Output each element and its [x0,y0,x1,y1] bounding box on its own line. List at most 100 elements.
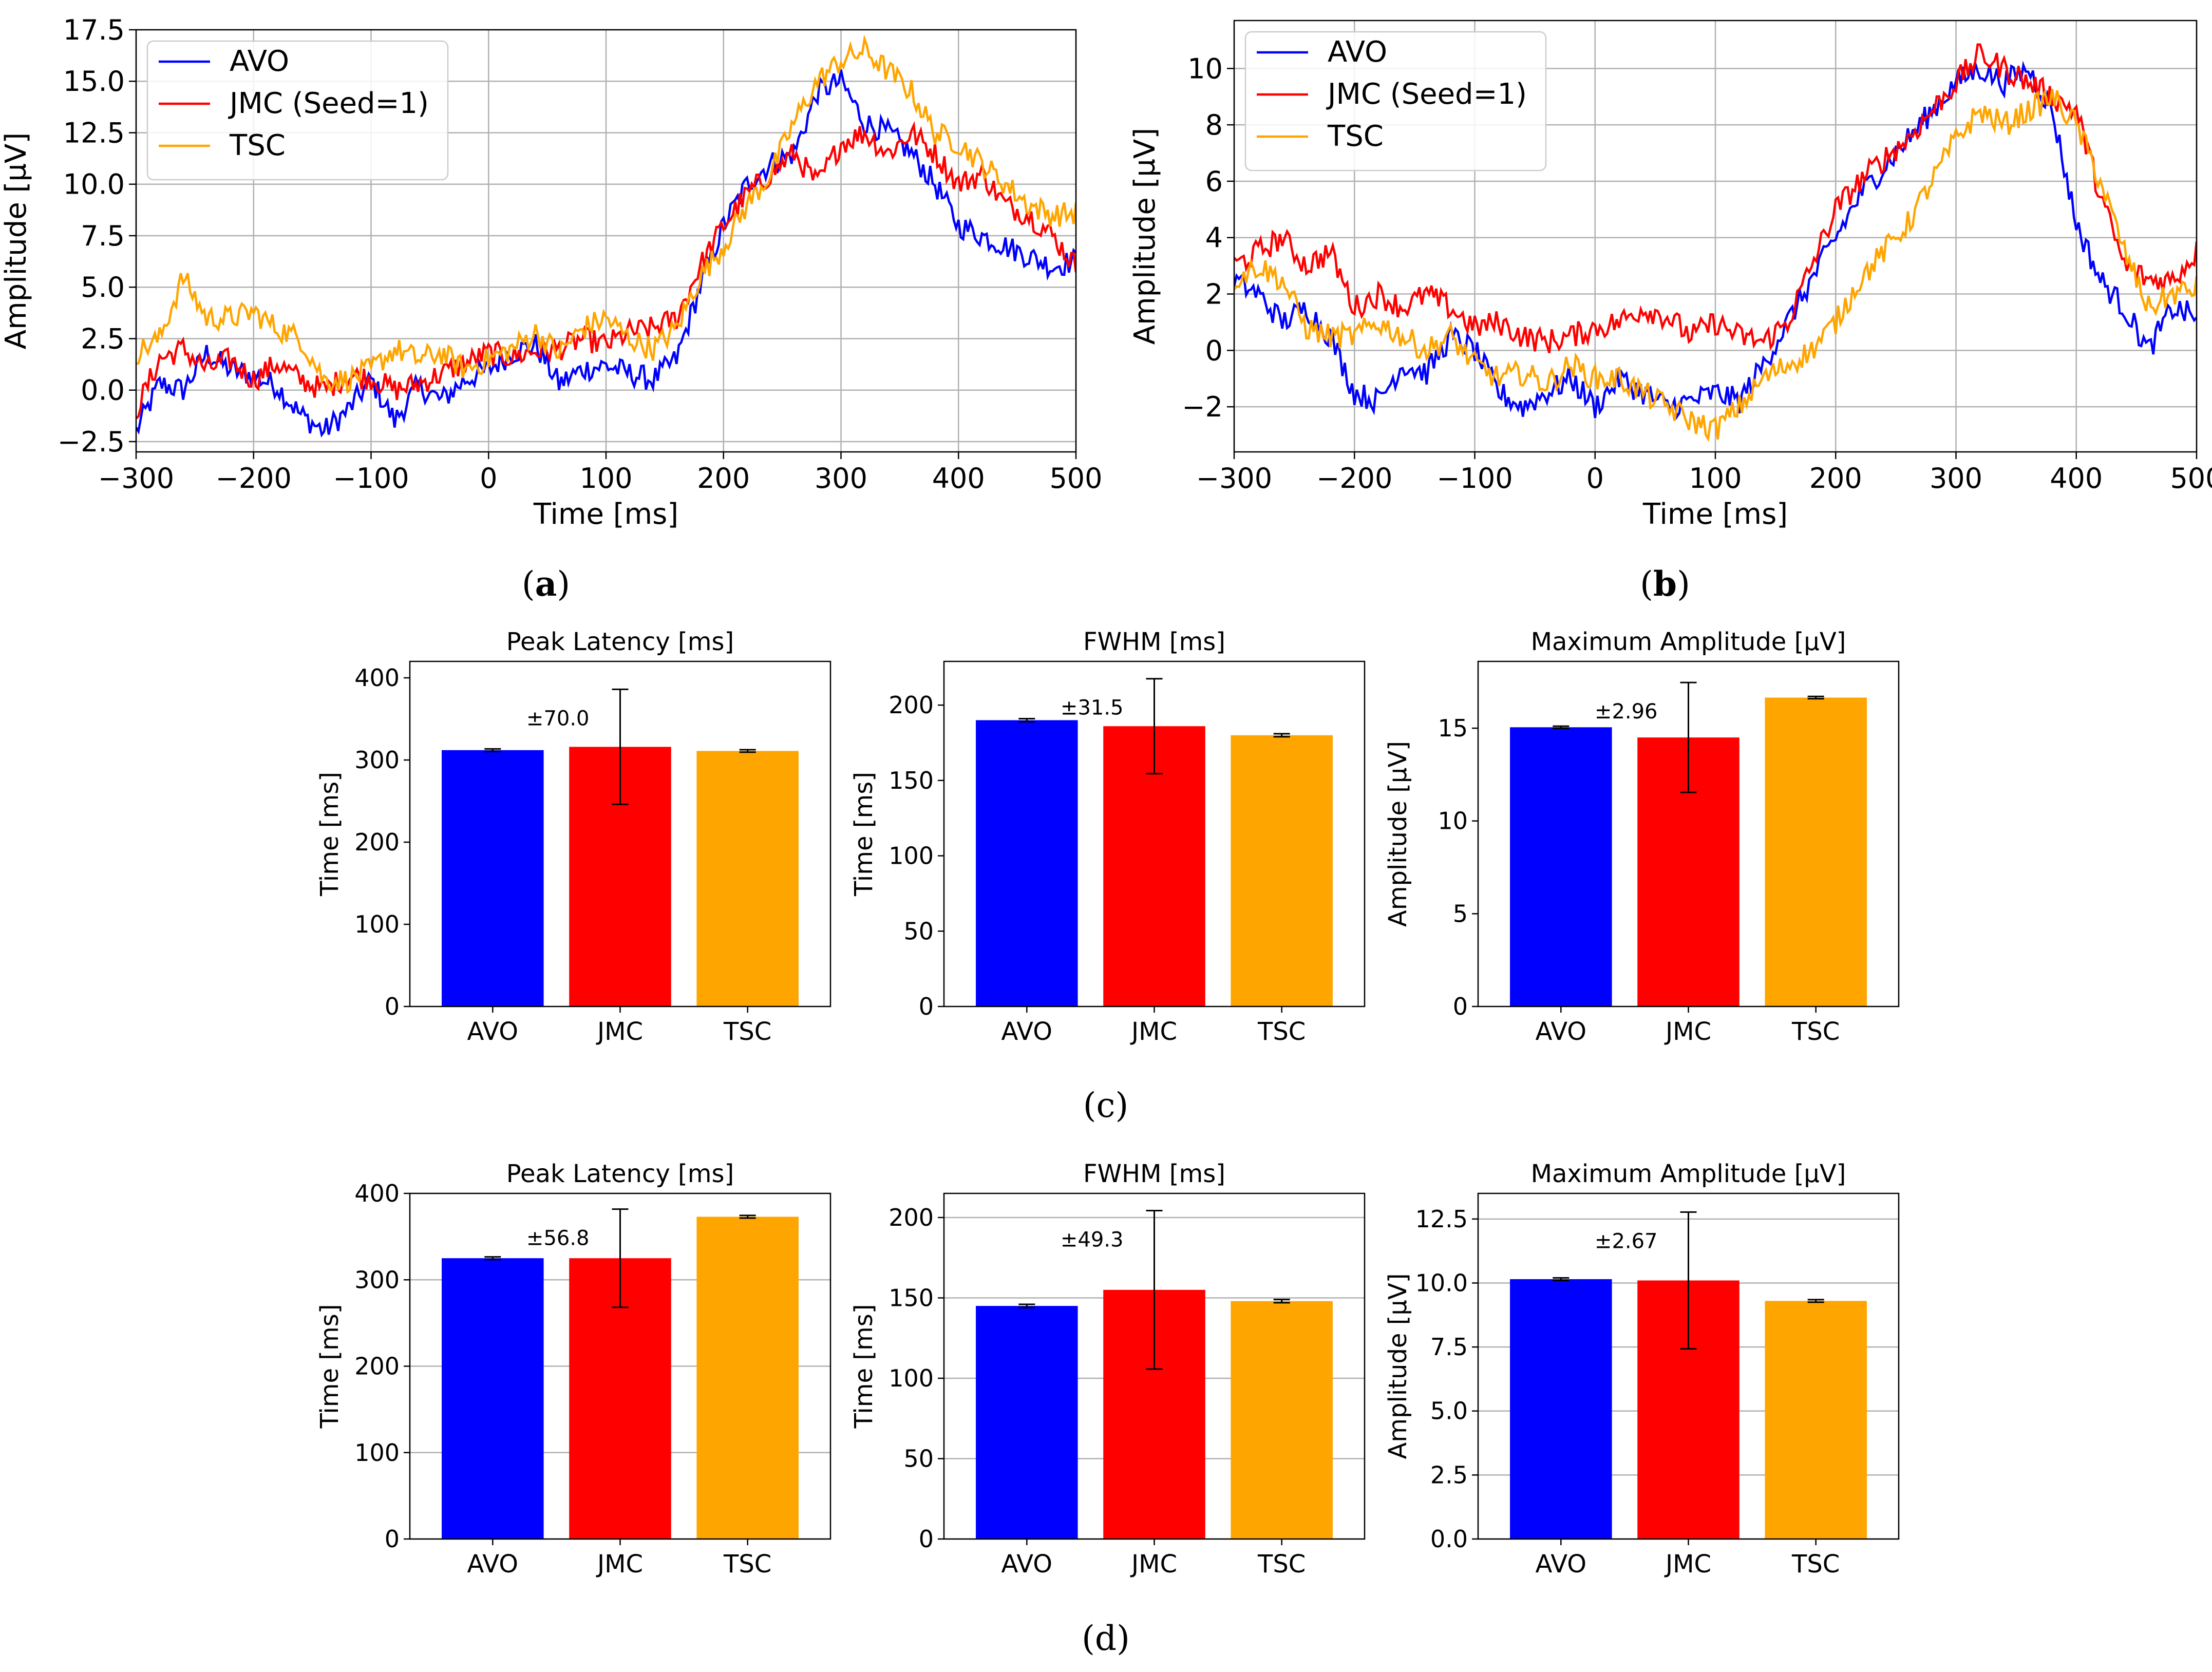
charts-layer: −300 −200 −100 0 100 200 300 400 500−2.50.02.55.… [0,14,2212,1579]
x-tick-label: AVO [1536,1017,1587,1046]
bar-avo [442,1258,544,1539]
y-tick-label: 2.5 [81,322,125,355]
x-tick-label: −300 [1196,462,1272,495]
x-tick-label: TSC [1257,1017,1306,1046]
y-tick-label: 300 [354,746,400,774]
plot-frame [409,660,831,1008]
error-label: ±2.67 [1595,1229,1658,1253]
x-tick-label: 500 [1049,462,1102,495]
x-tick-label: TSC [723,1550,771,1579]
chart-title: FWHM [ms] [1083,628,1225,656]
y-tick-label: 17.5 [63,14,125,46]
y-tick-label: 400 [354,1180,400,1207]
bar-avo [976,720,1078,1006]
y-tick-label: 100 [354,1439,400,1467]
chart-title: Peak Latency [ms] [506,1160,734,1188]
bar-avo [976,1306,1078,1539]
error-label: ±70.0 [526,707,590,730]
y-tick-label: 10.0 [63,168,125,201]
x-tick-label: 200 [697,462,750,495]
y-axis-label: Amplitude [µV] [1384,1273,1412,1459]
x-tick-label: TSC [723,1017,771,1046]
bar-avo [1510,1279,1612,1539]
y-tick-label: 100 [888,1364,934,1392]
y-tick-label: 4 [1205,222,1223,254]
x-tick-label: 100 [579,462,632,495]
y-tick-label: 0.0 [1430,1525,1468,1553]
y-tick-label: 5.0 [81,271,125,303]
series-line-jmc [136,121,1076,420]
y-tick-label: 200 [354,828,400,856]
caption-a: (a) [522,564,570,604]
y-axis-label: Amplitude [µV] [1384,741,1412,927]
y-tick-label: 5.0 [1430,1397,1468,1425]
y-tick-label: 100 [888,842,934,870]
x-tick-label: −200 [1316,462,1392,495]
x-tick-label: −300 [98,462,174,495]
series-line-tsc [1234,89,2197,442]
bar-tsc [1765,697,1867,1006]
y-tick-label: −2.5 [58,426,125,458]
legend-label: AVO [230,45,289,78]
plot-frame [409,1192,831,1540]
y-tick-label: 10 [1438,807,1468,835]
x-tick-label: 0 [480,462,497,495]
error-label: ±49.3 [1061,1228,1124,1251]
y-tick-label: 200 [888,691,934,719]
series-line-jmc [1234,43,2197,354]
x-tick-label: −100 [333,462,409,495]
y-tick-label: 2 [1205,278,1223,311]
legend-label: AVO [1328,35,1387,69]
bar-avo [1510,727,1612,1006]
x-tick-label: −200 [216,462,292,495]
y-tick-label: 10 [1187,52,1223,85]
y-tick-label: 7.5 [81,220,125,252]
x-tick-label: 200 [1809,462,1862,495]
y-tick-label: 300 [354,1266,400,1294]
bar-tsc [696,1217,799,1539]
y-tick-label: 0 [385,1525,400,1553]
x-axis-label: Time [ms] [1642,498,1788,531]
x-tick-label: 500 [2170,462,2212,495]
x-tick-label: 400 [932,462,985,495]
y-axis-label: Time [ms] [315,1304,344,1429]
y-axis-label: Time [ms] [849,1304,878,1429]
y-tick-label: 150 [888,1284,934,1312]
x-tick-label: 0 [1586,462,1604,495]
x-tick-label: AVO [467,1017,519,1046]
x-tick-label: 100 [1689,462,1742,495]
bar-chart-c: 0 5 10 15 AVO JMC ±2.96 TSC Maximum Amplitude [µ… [1384,628,1900,1046]
legend-label: TSC [1327,120,1384,153]
legend-label: JMC (Seed=1) [1326,78,1527,111]
y-tick-label: 7.5 [1430,1333,1468,1361]
x-tick-label: AVO [1536,1550,1587,1579]
x-tick-label: 300 [1930,462,1982,495]
bar-chart-d: 0.0 2.5 5.0 7.5 10.0 12.5 AVO JMC ±2.67 TSC Maximu… [1384,1160,1900,1579]
y-tick-label: 0.0 [81,374,125,407]
y-tick-label: −2 [1182,391,1223,423]
y-tick-label: 0 [385,993,400,1020]
plot-frame [1477,1192,1900,1540]
bar-tsc [696,751,799,1006]
bar-tsc [1765,1301,1867,1539]
captions-layer: (a) (b) (c) (d) [522,564,1690,1658]
x-tick-label: AVO [1001,1017,1053,1046]
bar-chart-d: 0 100 200 300 400 AVO JMC ±56.8 TSC Peak Latency … [315,1160,831,1579]
y-tick-label: 0 [919,993,934,1020]
x-tick-label: AVO [467,1550,519,1579]
y-tick-label: 100 [354,910,400,938]
y-axis-label: Time [ms] [315,772,344,897]
y-tick-label: 0 [919,1525,934,1553]
y-tick-label: 50 [903,917,934,945]
caption-c: (c) [1083,1086,1128,1125]
y-tick-label: 2.5 [1430,1461,1468,1489]
y-axis-label: Amplitude [µV] [0,132,33,349]
chart-title: Maximum Amplitude [µV] [1531,1160,1846,1188]
caption-b: (b) [1640,564,1690,604]
line-chart-b: −300 −200 −100 0 100 200 300 400 500 −2 0 2 4 6 8 10 Tim… [1128,20,2212,531]
y-axis-label: Amplitude [µV] [1128,128,1162,345]
legend-label: JMC (Seed=1) [228,87,429,120]
x-tick-label: 400 [2050,462,2103,495]
y-tick-label: 5 [1453,900,1468,927]
bar-avo [442,750,544,1006]
